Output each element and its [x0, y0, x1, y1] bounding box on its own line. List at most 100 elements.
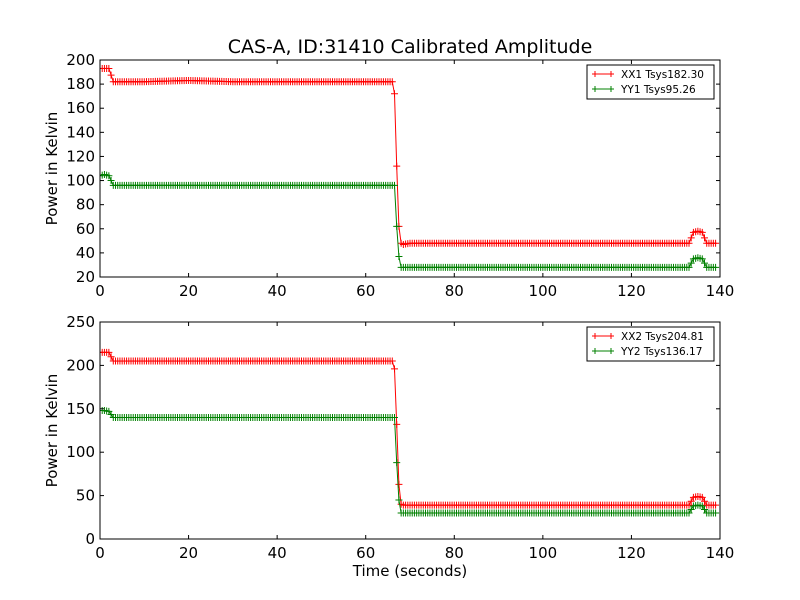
- x-axis-label: Time (seconds): [352, 562, 468, 580]
- x-tick-label: 40: [268, 544, 287, 562]
- y-tick-label: 160: [66, 99, 95, 117]
- y-tick-label: 180: [66, 75, 95, 93]
- x-tick-label: 60: [356, 282, 375, 300]
- legend-marker: [608, 348, 614, 354]
- legend-marker: [592, 333, 598, 339]
- axes-frame: [99, 59, 721, 278]
- y-tick-label: 80: [76, 196, 95, 214]
- data-point: [698, 228, 706, 236]
- y-tick-label: 60: [76, 220, 95, 238]
- y-tick-label: 50: [76, 487, 95, 505]
- x-tick-label: 140: [706, 282, 735, 300]
- y-tick-label: 100: [66, 443, 95, 461]
- data-point: [105, 348, 113, 356]
- x-tick-label: 80: [445, 544, 464, 562]
- x-tick-label: 20: [179, 544, 198, 562]
- legend: XX1 Tsys182.30 YY1 Tsys95.26: [586, 64, 715, 100]
- chart-title: CAS-A, ID:31410 Calibrated Amplitude: [228, 36, 593, 58]
- data-point: [687, 234, 695, 242]
- legend-entry: XX2 Tsys204.81: [621, 331, 704, 343]
- data-point: [393, 162, 401, 170]
- legend-box: [586, 64, 715, 100]
- series-markers-1: [100, 348, 720, 509]
- y-tick-label: 200: [66, 51, 95, 69]
- legend-entry: XX1 Tsys182.30: [621, 69, 704, 81]
- legend-marker: [592, 71, 598, 77]
- axes-frame: [99, 321, 721, 540]
- panel-2: 0 20 40 60 80 100 120 140 0 50 100 150 200 250 Power i…: [43, 313, 734, 580]
- data-point: [107, 71, 115, 79]
- data-point: [391, 413, 398, 421]
- y-tick-label: 120: [66, 147, 95, 165]
- data-point: [712, 509, 720, 517]
- y-tick-label: 0: [85, 530, 95, 548]
- y-axis-label: Power in Kelvin: [43, 112, 61, 226]
- y-tick-label: 140: [66, 123, 95, 141]
- x-tick-label: 120: [617, 282, 646, 300]
- x-tick-label: 140: [706, 544, 735, 562]
- data-point: [698, 255, 706, 263]
- panel-1: 0 20 40 60 80 100 120 1402040608010012014016018…: [43, 51, 734, 300]
- data-point: [395, 253, 403, 261]
- data-point: [107, 353, 115, 361]
- legend-marker: [592, 348, 598, 354]
- data-point: [701, 259, 708, 267]
- y-tick-label: 40: [76, 244, 95, 262]
- data-point: [391, 90, 398, 98]
- series-markers-2: [100, 171, 720, 271]
- data-point: [107, 177, 115, 185]
- x-tick-label: 40: [268, 282, 287, 300]
- legend-box: [586, 326, 715, 362]
- legend-marker: [592, 86, 598, 92]
- data-point: [395, 496, 403, 504]
- data-point: [395, 480, 403, 488]
- x-tick-label: 60: [356, 544, 375, 562]
- data-point: [712, 239, 720, 247]
- data-point: [388, 78, 396, 86]
- y-tick-label: 150: [66, 400, 95, 418]
- series-line-1: [100, 351, 716, 506]
- data-point: [393, 459, 401, 467]
- data-point: [712, 263, 720, 271]
- legend-entry: YY1 Tsys95.26: [620, 84, 696, 96]
- y-tick-label: 20: [76, 268, 95, 286]
- plot-area: [100, 348, 720, 517]
- y-tick-label: 100: [66, 172, 95, 190]
- data-point: [393, 222, 401, 230]
- data-point: [105, 64, 113, 72]
- data-point: [698, 493, 706, 501]
- legend: XX2 Tsys204.81 YY2 Tsys136.17: [586, 326, 715, 362]
- y-tick-label: 250: [66, 313, 95, 331]
- x-tick-label: 0: [95, 282, 105, 300]
- series-line-2: [100, 410, 716, 514]
- data-point: [701, 234, 708, 242]
- data-point: [687, 259, 695, 267]
- series-markers-2: [100, 407, 720, 517]
- series-markers-1: [100, 64, 720, 248]
- x-tick-label: 20: [179, 282, 198, 300]
- series-line-2: [100, 173, 716, 268]
- x-tick-label: 120: [617, 544, 646, 562]
- legend-marker: [608, 333, 614, 339]
- data-point: [105, 172, 113, 180]
- legend-entry: YY2 Tsys136.17: [620, 346, 702, 358]
- data-point: [388, 357, 396, 365]
- data-point: [391, 181, 398, 189]
- data-point: [685, 501, 693, 509]
- x-tick-label: 100: [529, 282, 558, 300]
- legend-marker: [608, 86, 614, 92]
- data-point: [712, 501, 720, 509]
- data-point: [391, 365, 398, 373]
- data-point: [687, 497, 695, 505]
- data-point: [685, 263, 693, 271]
- data-point: [701, 497, 708, 505]
- x-tick-label: 0: [95, 544, 105, 562]
- data-point: [685, 239, 693, 247]
- plot-area: [100, 64, 720, 271]
- y-tick-label: 200: [66, 356, 95, 374]
- x-tick-label: 100: [529, 544, 558, 562]
- x-tick-label: 80: [445, 282, 464, 300]
- y-axis-label: Power in Kelvin: [43, 374, 61, 488]
- legend-marker: [608, 71, 614, 77]
